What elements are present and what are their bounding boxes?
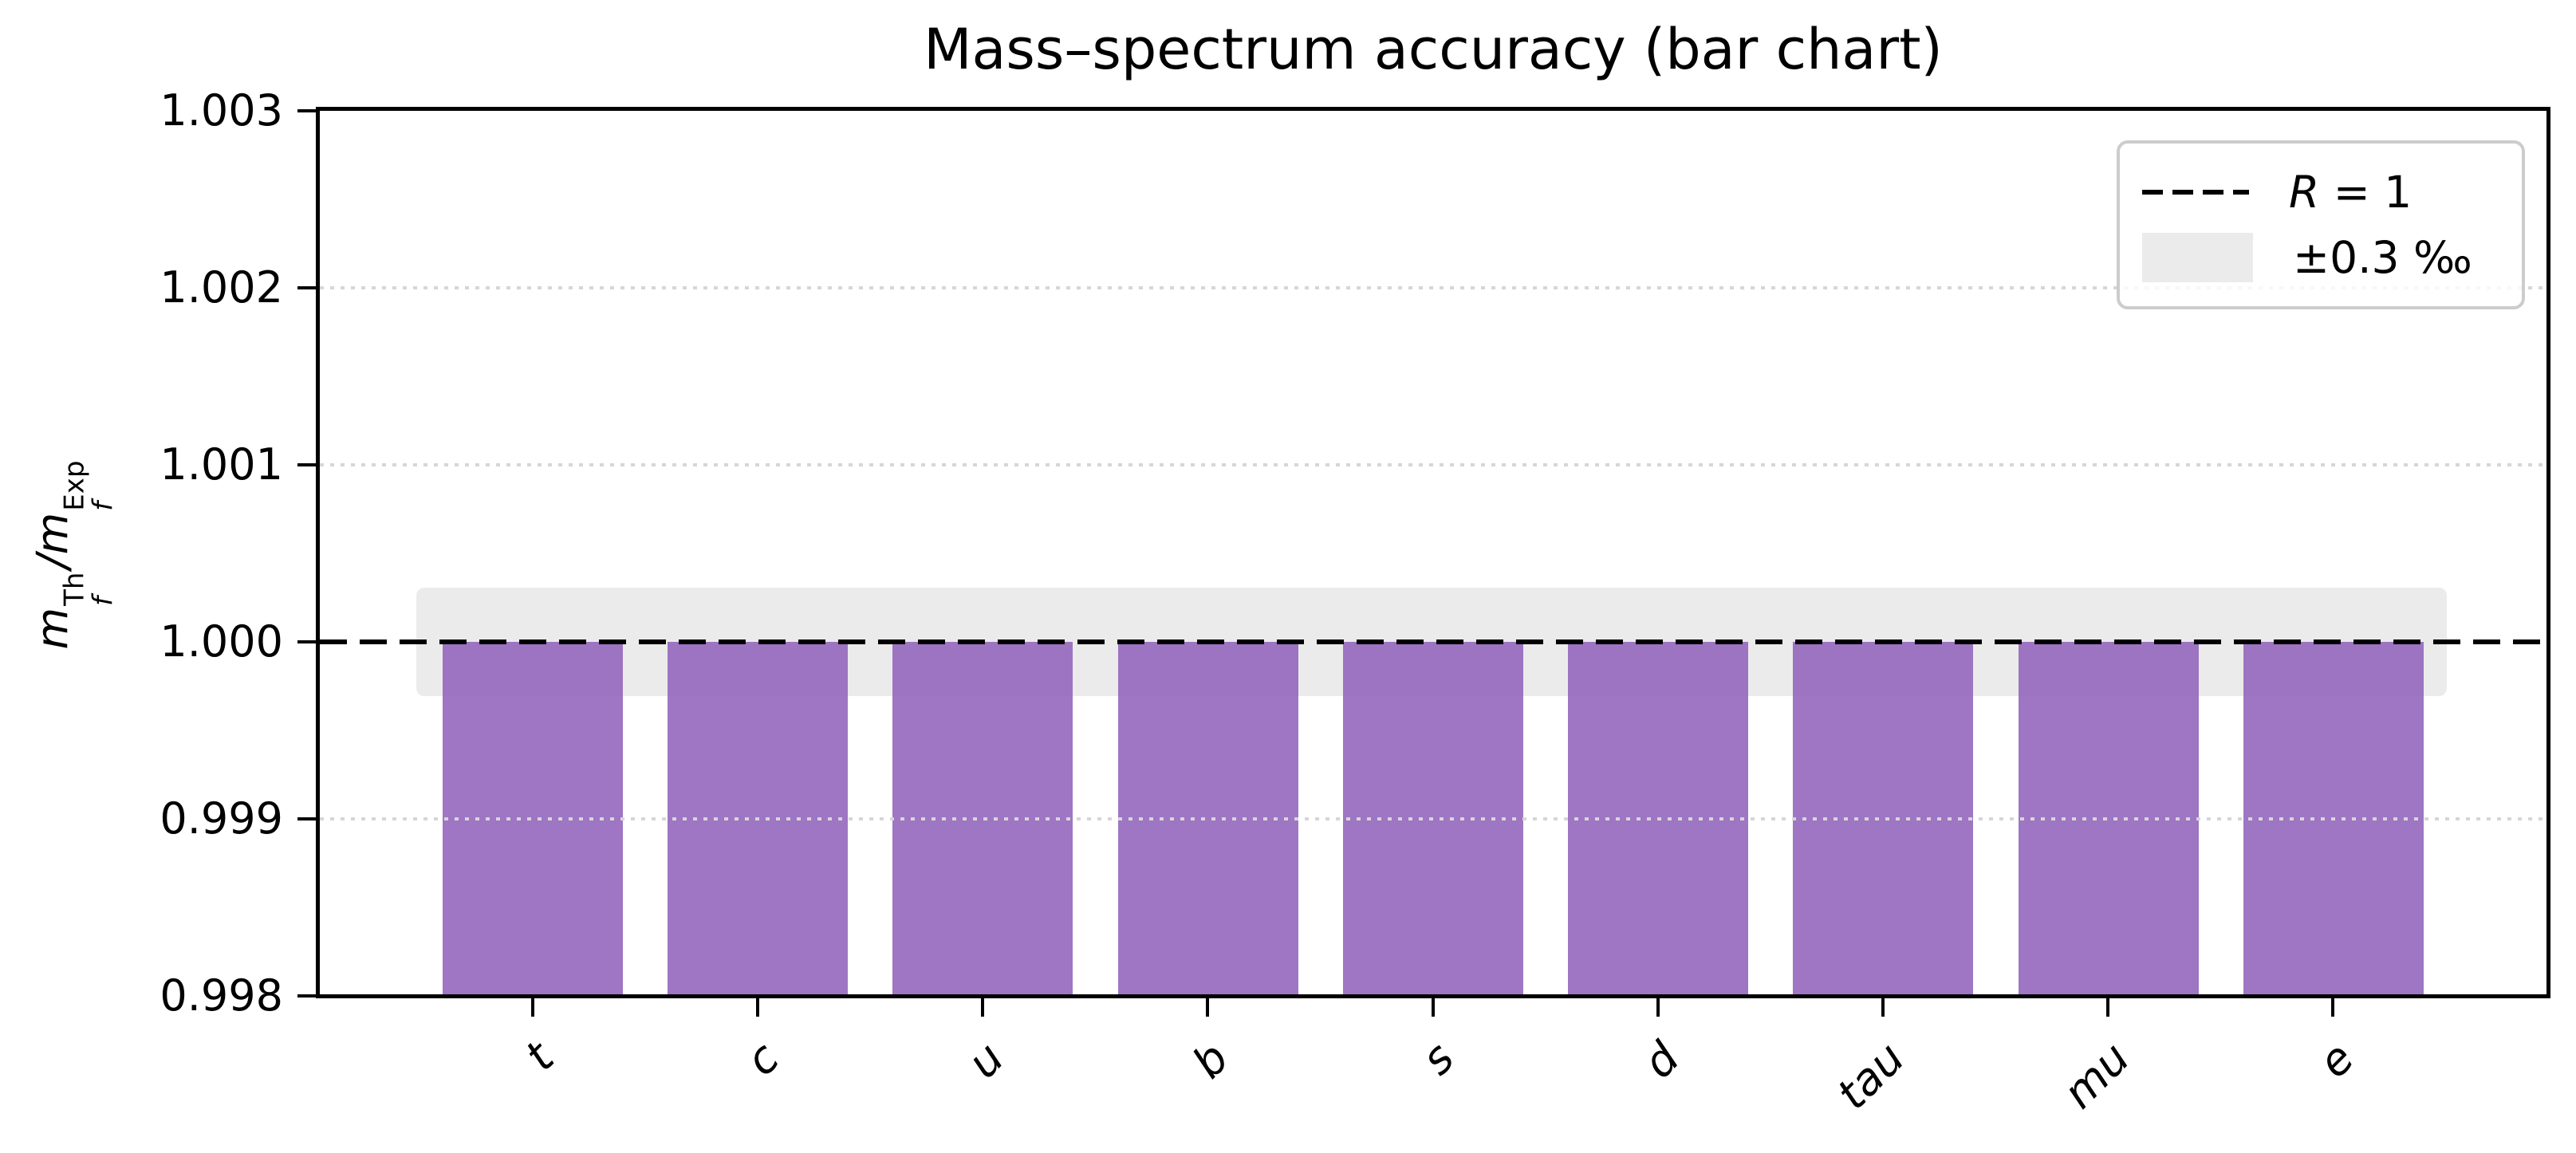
y-tick-label: 0.998 [160, 970, 283, 1021]
legend-label-r-italic: R [2289, 166, 2320, 218]
gridline-1002 [320, 286, 2546, 289]
chart-title: Mass–spectrum accuracy (bar chart) [924, 17, 1943, 82]
x-tick-mark [981, 998, 984, 1017]
y-tick-mark [297, 994, 316, 998]
y-tick-label: 1.003 [160, 85, 283, 136]
x-tick-mark [1656, 998, 1660, 1017]
y-tick-mark [297, 463, 316, 466]
y-tick-label: 0.999 [160, 793, 283, 844]
x-tick-label-t: t [515, 1032, 564, 1081]
x-tick-mark [756, 998, 759, 1017]
ylabel-sub-f2: f [87, 501, 120, 511]
x-tick-mark [2106, 998, 2109, 1017]
ylabel-slash: / [27, 554, 78, 569]
x-tick-label-d: d [1633, 1032, 1689, 1088]
x-tick-mark [1881, 998, 1885, 1017]
y-tick-label: 1.002 [160, 262, 283, 313]
legend-item-tolerance-band: ±0.3 ‰ [2142, 232, 2499, 283]
ylabel-m2: m [27, 512, 78, 555]
ylabel-sup-th: Th [58, 572, 91, 606]
y-tick-mark [297, 109, 316, 112]
ylabel-scripts-1: Th f [58, 572, 120, 606]
band-swatch-icon [2142, 233, 2253, 283]
x-tick-mark [1432, 998, 1435, 1017]
y-tick-mark [297, 817, 316, 820]
x-tick-mark [531, 998, 534, 1017]
gridline-1001 [320, 463, 2546, 466]
legend-label-band: ±0.3 ‰ [2293, 232, 2472, 284]
legend-item-reference-line: R = 1 [2142, 167, 2499, 218]
legend-label-r-rest: = 1 [2319, 166, 2413, 218]
x-tick-label-u: u [957, 1032, 1014, 1088]
y-tick-mark [297, 640, 316, 643]
x-tick-mark [1206, 998, 1209, 1017]
reference-line-r1 [320, 639, 2546, 644]
y-tick-mark [297, 286, 316, 289]
x-tick-label-c: c [735, 1032, 789, 1086]
dashed-line-sample-icon [2142, 189, 2249, 195]
x-tick-label-mu: mu [2053, 1032, 2139, 1119]
legend: R = 1 ±0.3 ‰ [2117, 140, 2525, 309]
x-tick-label-s: s [1412, 1032, 1464, 1085]
x-tick-label-tau: tau [1826, 1032, 1914, 1120]
legend-label-r1: R = 1 [2289, 167, 2412, 218]
x-tick-label-b: b [1182, 1032, 1239, 1088]
x-tick-label-e: e [2308, 1032, 2364, 1088]
ylabel-sub-f1: f [87, 596, 120, 606]
y-tick-label: 1.001 [160, 439, 283, 490]
y-tick-label: 1.000 [160, 616, 283, 667]
gridline-0999 [320, 817, 2546, 820]
x-tick-mark [2331, 998, 2334, 1017]
